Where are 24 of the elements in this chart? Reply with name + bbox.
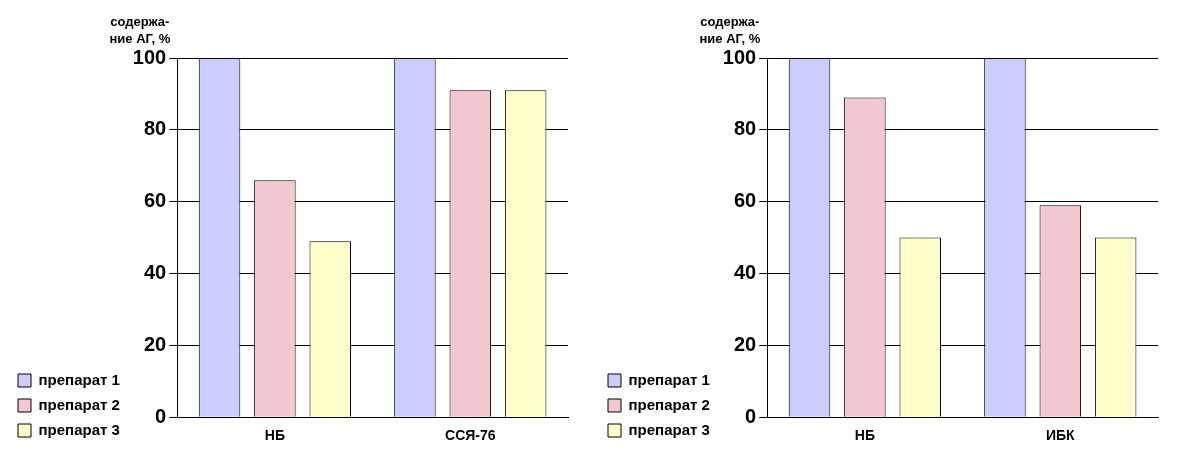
legend-label: препарат 2	[628, 395, 710, 413]
y-tick-label: 40	[143, 261, 167, 284]
y-tick-label: 0	[745, 404, 757, 427]
legend-label: препарат 1	[628, 370, 710, 388]
y-axis-title: содержа- ние АГ, %	[109, 14, 171, 46]
x-tick-label: НБ	[264, 427, 285, 444]
legend-label: препарат 1	[38, 370, 120, 388]
legend-label: препарат 3	[628, 420, 710, 438]
y-axis-title: содержа- ние АГ, %	[699, 14, 761, 46]
legend-label: препарат 3	[38, 420, 120, 438]
y-tick-label: 20	[143, 332, 167, 355]
y-tick-label: 20	[733, 332, 757, 355]
x-tick-label: ИБК	[1045, 427, 1076, 444]
y-tick-label: 60	[143, 189, 167, 212]
y-tick-label: 80	[733, 117, 757, 140]
y-tick-label: 80	[143, 117, 167, 140]
y-tick-label: 100	[132, 45, 167, 68]
legend-label: препарат 2	[38, 395, 120, 413]
y-tick-label: 0	[155, 404, 167, 427]
y-tick-label: 40	[733, 261, 757, 284]
y-tick-label: 60	[733, 189, 757, 212]
x-tick-label: ССЯ-76	[445, 427, 496, 444]
y-tick-label: 100	[722, 45, 757, 68]
x-tick-label: НБ	[854, 427, 875, 444]
